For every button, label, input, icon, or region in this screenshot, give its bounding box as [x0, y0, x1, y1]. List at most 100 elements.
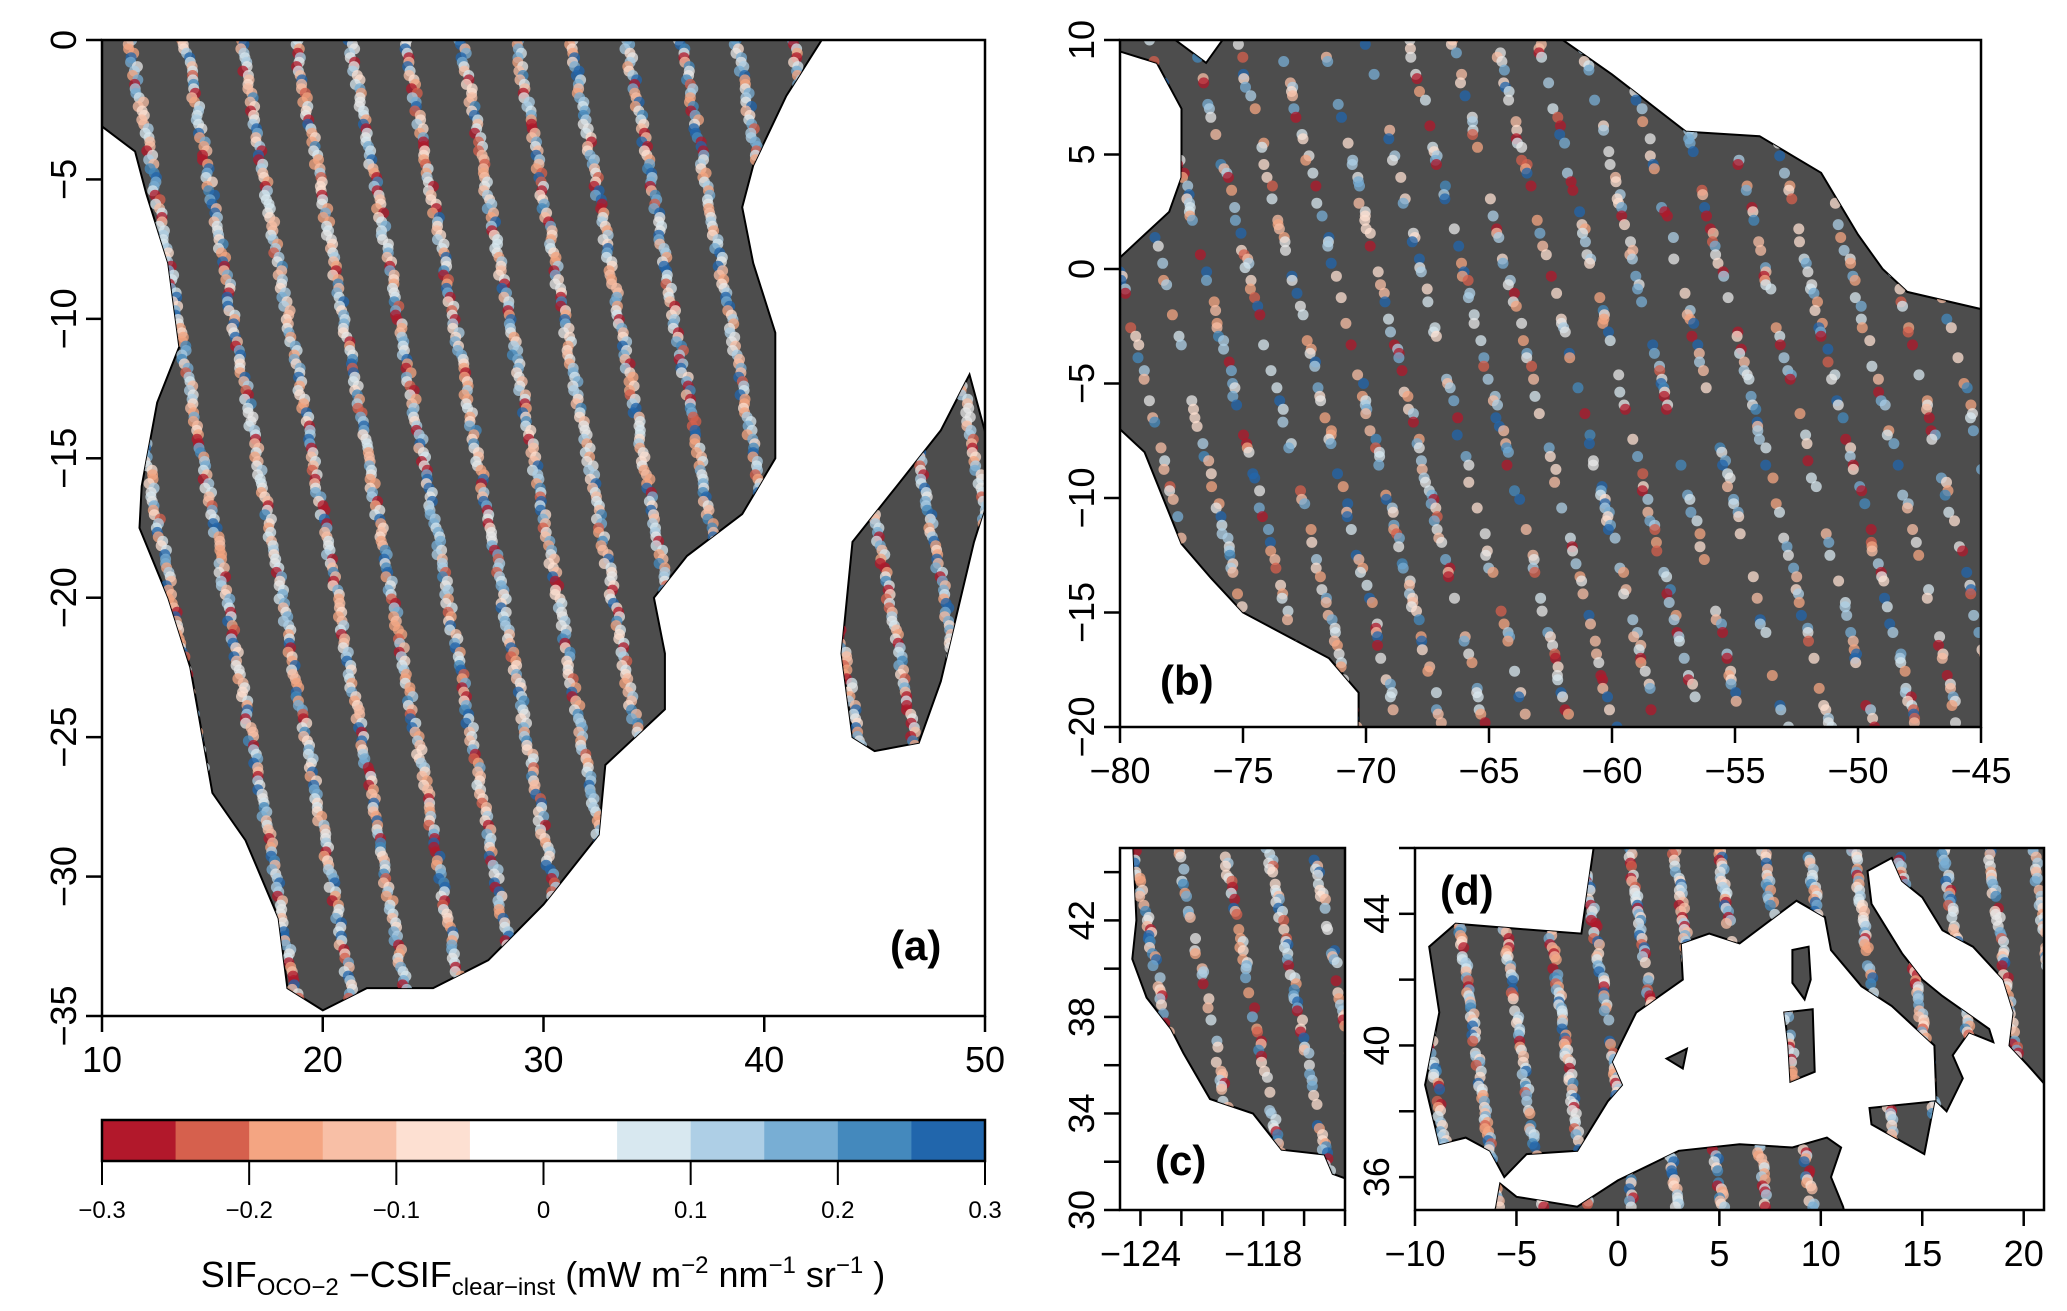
sounding-dot — [785, 988, 796, 1000]
sounding-dot — [956, 992, 968, 1004]
sounding-dot — [155, 864, 167, 876]
sounding-dot — [32, 150, 43, 161]
sounding-dot — [779, 961, 791, 973]
sounding-dot — [993, 265, 1004, 276]
sounding-dot — [18, 691, 29, 702]
sounding-dot — [68, 971, 79, 982]
sounding-dot — [1047, 589, 1058, 600]
sounding-dot — [613, 961, 625, 973]
sounding-dot — [829, 899, 841, 911]
sounding-dot — [1274, 395, 1286, 407]
sounding-dot — [1152, 240, 1164, 252]
sounding-dot — [891, 975, 903, 986]
sounding-dot — [232, 966, 244, 978]
sounding-dot — [899, 367, 911, 379]
sounding-dot — [613, 952, 625, 964]
sounding-dot — [864, 172, 876, 183]
sounding-dot — [1036, 531, 1047, 542]
sounding-dot — [998, 625, 1009, 636]
sounding-dot — [71, 350, 82, 361]
sounding-dot — [1043, 869, 1054, 880]
sounding-dot — [907, 393, 919, 405]
sounding-dot — [71, 358, 82, 369]
sounding-dot — [1355, 566, 1366, 578]
sounding-dot — [89, 478, 100, 489]
sounding-dot — [1344, 700, 1356, 711]
sounding-dot — [675, 988, 687, 1000]
sounding-dot — [38, 820, 49, 831]
sounding-dot — [32, 137, 43, 148]
sounding-dot — [599, 855, 611, 867]
sounding-dot — [112, 611, 124, 623]
sounding-dot — [960, 83, 972, 95]
sounding-dot — [26, 101, 37, 112]
sounding-dot — [1021, 434, 1032, 445]
sounding-dot — [910, 105, 922, 117]
sounding-dot — [1018, 219, 1029, 230]
sounding-dot — [807, 136, 819, 148]
sounding-dot — [973, 215, 984, 226]
sounding-dot — [760, 833, 772, 844]
sounding-dot — [1375, 652, 1387, 664]
sounding-dot — [931, 859, 943, 871]
sounding-dot — [1229, 202, 1241, 213]
sounding-dot — [617, 966, 629, 978]
sounding-dot — [795, 704, 807, 716]
land-polygon — [102, 40, 823, 1012]
sounding-dot — [735, 992, 746, 1004]
sounding-dot — [15, 687, 26, 698]
sounding-dot — [804, 757, 816, 769]
sounding-dot — [664, 589, 676, 600]
sounding-dot — [550, 912, 562, 924]
sounding-dot — [673, 983, 685, 995]
sounding-dot — [787, 979, 799, 991]
sounding-dot — [895, 349, 907, 361]
sounding-dot — [1089, 820, 1100, 831]
sounding-dot — [958, 61, 970, 73]
sounding-dot — [727, 633, 739, 645]
sounding-dot — [227, 957, 239, 969]
sounding-dot — [1172, 511, 1184, 523]
map-area — [0, 40, 1104, 1012]
sounding-dot — [14, 354, 25, 365]
sounding-dot — [162, 904, 174, 915]
sounding-dot — [106, 234, 118, 246]
sounding-dot — [760, 203, 772, 215]
sounding-dot — [18, 66, 29, 77]
sounding-dot — [828, 260, 840, 272]
sounding-dot — [724, 935, 736, 947]
sounding-dot — [116, 633, 127, 645]
sounding-dot — [878, 234, 890, 246]
sounding-dot — [784, 327, 796, 339]
sounding-dot — [1048, 913, 1059, 924]
sounding-dot — [998, 133, 1009, 144]
sounding-dot — [825, 589, 837, 600]
sounding-dot — [563, 957, 575, 969]
sounding-dot — [681, 713, 693, 725]
sounding-dot — [781, 340, 793, 352]
sounding-dot — [923, 810, 935, 822]
sounding-dot — [85, 137, 96, 148]
sounding-dot — [1280, 244, 1291, 256]
sounding-dot — [1038, 494, 1049, 505]
sounding-dot — [840, 997, 852, 1009]
sounding-dot — [0, 234, 7, 245]
sounding-dot — [23, 740, 34, 751]
sounding-dot — [1188, 403, 1199, 415]
sounding-dot — [218, 908, 230, 920]
sounding-dot — [109, 265, 121, 277]
sounding-dot — [1093, 855, 1104, 866]
sounding-dot — [929, 841, 941, 853]
sounding-dot — [7, 625, 18, 636]
sounding-dot — [758, 495, 770, 507]
sounding-dot — [63, 957, 74, 968]
sounding-dot — [1091, 348, 1102, 359]
sounding-dot — [26, 114, 37, 125]
sounding-dot — [1000, 948, 1011, 959]
sounding-dot — [173, 961, 185, 973]
sounding-dot — [922, 185, 934, 197]
sounding-dot — [24, 92, 35, 103]
sounding-dot — [220, 890, 232, 902]
sounding-dot — [799, 731, 811, 742]
sounding-dot — [45, 540, 56, 551]
